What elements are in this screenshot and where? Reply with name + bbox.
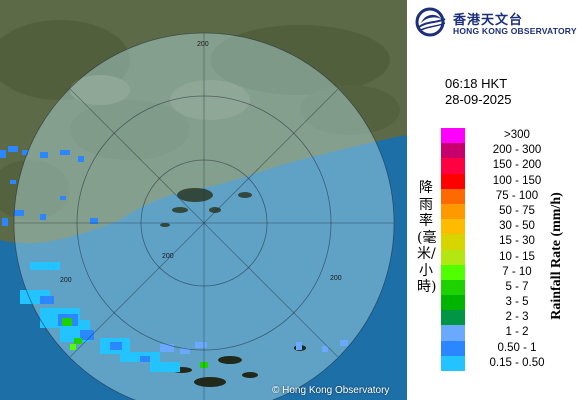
legend-swatch: [441, 325, 465, 341]
legend-row: 100 - 150: [441, 173, 571, 189]
radar-map-graphic: 200 200 200 200: [0, 0, 407, 400]
legend-label: 1 - 2: [505, 326, 529, 339]
legend-swatch: [441, 279, 465, 296]
legend-row: >300: [441, 128, 571, 144]
radar-map[interactable]: 200 200 200 200 © Hong Kong Observatory: [0, 0, 407, 400]
legend-row: 10 - 15: [441, 249, 571, 265]
legend-label: 30 - 50: [499, 220, 535, 233]
legend-label: 10 - 15: [499, 250, 535, 263]
legend-row: 5 - 7: [441, 279, 571, 296]
legend-row: 50 - 75: [441, 203, 571, 220]
legend-swatch: [441, 128, 465, 144]
legend-row: 3 - 5: [441, 295, 571, 311]
range-ring-label-se: 200: [330, 275, 342, 282]
legend-swatch: [441, 203, 465, 220]
rainfall-legend: >300 200 - 300 150 - 200 100 - 150 75 - 100 5…: [441, 128, 571, 371]
legend-title-zh: 降雨率(毫米/小時): [417, 180, 437, 295]
legend-swatch: [441, 234, 465, 250]
legend-label: >300: [504, 129, 530, 141]
legend-label: 15 - 30: [499, 235, 535, 248]
legend-swatch: [441, 340, 465, 356]
legend-swatch: [441, 264, 465, 280]
legend-label: 50 - 75: [499, 204, 535, 217]
legend-row: 7 - 10: [441, 264, 571, 280]
radial-lines: [14, 33, 394, 400]
legend-row: 1 - 2: [441, 325, 571, 341]
legend-row: 2 - 3: [441, 310, 571, 326]
range-ring-label-north: 200: [197, 41, 209, 48]
legend-swatch: [441, 158, 465, 174]
legend-label: 200 - 300: [492, 144, 542, 157]
legend-label: 75 - 100: [495, 189, 539, 202]
legend-row: 30 - 50: [441, 219, 571, 235]
legend-swatch: [441, 219, 465, 235]
legend-panel: 香港天文台 HONG KONG OBSERVATORY 06:18 HKT 28…: [407, 0, 577, 400]
legend-swatch: [441, 310, 465, 326]
legend-row: 150 - 200: [441, 158, 571, 174]
legend-swatch: [441, 143, 465, 159]
legend-label: 100 - 150: [492, 174, 542, 187]
legend-label: 3 - 5: [505, 296, 529, 309]
range-ring-label-sw: 200: [60, 277, 72, 284]
legend-swatch: [441, 188, 465, 204]
legend-swatch: [441, 173, 465, 189]
legend-row: 200 - 300: [441, 143, 571, 159]
rain-echoes: [0, 146, 348, 372]
legend-row: 15 - 30: [441, 234, 571, 250]
hko-logo-icon: [415, 7, 446, 37]
legend-swatch: [441, 295, 465, 311]
legend-row: 0.15 - 0.50: [441, 355, 571, 371]
legend-swatch: [441, 249, 465, 265]
sea-area: [0, 135, 407, 400]
logo-name-zh: 香港天文台: [453, 13, 524, 28]
legend-label: 0.50 - 1: [497, 341, 537, 354]
legend-title-en: Rainfall Rate (mm/h): [549, 192, 564, 320]
terrain-texture: [0, 20, 400, 220]
legend-label: 0.15 - 0.50: [489, 356, 545, 369]
range-ring-label-inner: 200: [162, 253, 174, 260]
legend-swatch: [441, 355, 465, 371]
islands: [160, 188, 252, 227]
legend-label: 7 - 10: [502, 265, 532, 278]
radar-coverage: [14, 33, 394, 400]
timestamp-date: 28-09-2025: [445, 92, 512, 107]
legend-label: 2 - 3: [505, 311, 529, 324]
legend-row: 75 - 100: [441, 188, 571, 204]
hko-logo[interactable]: [415, 7, 451, 41]
copyright-text: © Hong Kong Observatory: [272, 385, 390, 396]
logo-name-en: HONG KONG OBSERVATORY: [453, 26, 577, 36]
timestamp-time: 06:18 HKT: [445, 76, 508, 91]
legend-label: 5 - 7: [505, 280, 529, 293]
range-rings: [13, 32, 395, 400]
legend-label: 150 - 200: [492, 159, 542, 172]
legend-row: 0.50 - 1: [441, 340, 571, 356]
